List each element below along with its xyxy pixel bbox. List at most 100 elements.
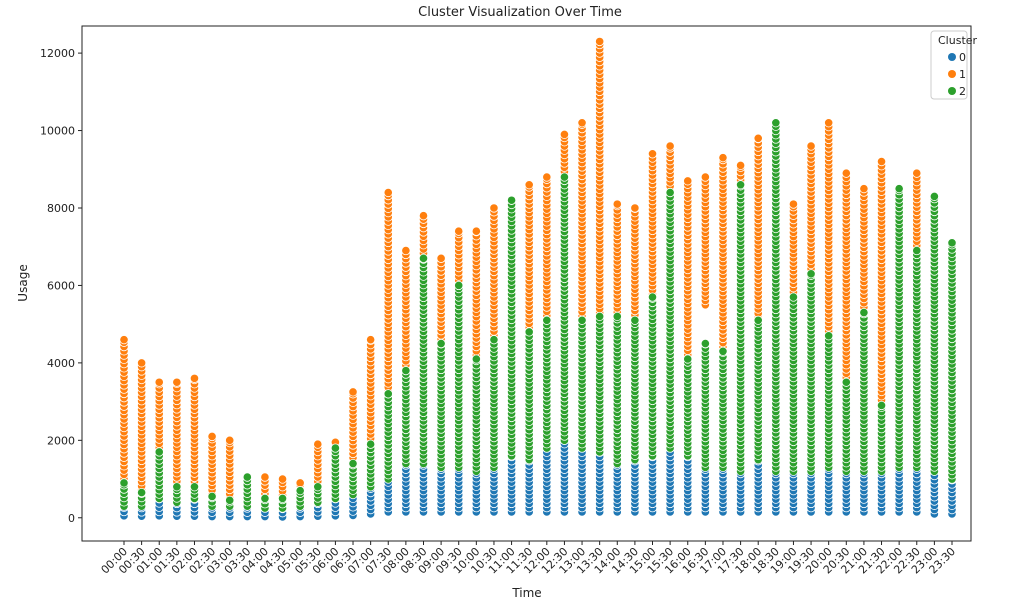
point [348, 387, 358, 397]
point [647, 292, 658, 302]
point [859, 184, 869, 194]
point [595, 311, 605, 322]
point [876, 156, 887, 167]
point [260, 472, 270, 482]
points-cluster-0-11:30 [524, 455, 534, 517]
point [753, 133, 763, 143]
point [876, 400, 887, 411]
points-cluster-1-00:30 [137, 358, 147, 500]
points-cluster-2-10:30 [489, 335, 499, 473]
point [824, 118, 834, 128]
points-cluster-0-15:00 [647, 451, 658, 517]
point [859, 307, 869, 318]
legend-label-0: 0 [959, 51, 966, 64]
points-cluster-2-09:00 [436, 338, 446, 473]
points-cluster-2-19:30 [806, 269, 816, 476]
point [577, 118, 587, 128]
points-cluster-2-02:30 [207, 491, 217, 511]
point [418, 211, 429, 221]
point [700, 172, 710, 182]
points-cluster-1-20:00 [824, 118, 834, 345]
points-cluster-1-00:00 [119, 335, 129, 488]
point [401, 366, 411, 376]
point [172, 482, 182, 492]
point [137, 487, 147, 498]
point [788, 292, 799, 302]
points-cluster-2-05:00 [295, 486, 305, 511]
point [718, 346, 728, 356]
points-cluster-2-12:30 [559, 172, 570, 445]
points-cluster-2-05:30 [313, 482, 323, 507]
points-cluster-2-07:30 [383, 389, 393, 484]
point [542, 315, 552, 325]
point [154, 447, 164, 457]
point [137, 358, 147, 368]
point [471, 354, 481, 364]
point [735, 180, 746, 190]
points-cluster-1-07:30 [383, 187, 393, 422]
point [189, 482, 200, 492]
point [418, 253, 429, 263]
points-cluster-1-10:30 [489, 203, 499, 345]
points-cluster-2-17:00 [718, 346, 728, 473]
points-cluster-2-22:30 [912, 245, 922, 473]
points-cluster-2-01:30 [172, 482, 182, 507]
points-layer [119, 36, 957, 522]
chart-title: Cluster Visualization Over Time [418, 5, 622, 20]
points-cluster-2-19:00 [788, 292, 799, 476]
point [700, 338, 710, 349]
points-cluster-2-16:30 [700, 338, 710, 473]
points-cluster-1-16:30 [700, 172, 710, 310]
points-cluster-1-13:00 [577, 118, 587, 325]
points-cluster-2-21:30 [876, 400, 887, 476]
legend-marker-2 [948, 87, 956, 95]
points-cluster-1-16:00 [683, 176, 693, 364]
point [277, 474, 288, 484]
point [366, 439, 376, 449]
point [665, 141, 675, 151]
point [894, 184, 904, 194]
points-cluster-2-08:30 [418, 253, 429, 469]
legend-marker-1 [948, 70, 956, 78]
points-cluster-1-21:30 [876, 156, 887, 422]
point [313, 439, 323, 449]
plot-frame [81, 25, 972, 542]
y-tick-label-6: 12000 [40, 47, 75, 60]
point [330, 443, 341, 453]
points-cluster-2-01:00 [154, 447, 164, 504]
point [436, 253, 446, 263]
points-cluster-1-08:00 [401, 245, 411, 387]
point [806, 269, 816, 279]
points-cluster-2-11:00 [506, 195, 517, 461]
point [718, 153, 728, 163]
point [735, 160, 746, 170]
point [753, 315, 763, 325]
points-cluster-2-04:30 [277, 493, 288, 513]
point [172, 377, 182, 387]
legend-label-2: 2 [959, 85, 966, 98]
points-cluster-2-17:30 [735, 180, 746, 476]
point [489, 203, 499, 213]
point [947, 238, 957, 248]
point [788, 199, 799, 209]
points-cluster-1-12:30 [559, 129, 570, 194]
points-cluster-1-20:30 [841, 168, 851, 391]
points-cluster-0-12:00 [542, 443, 552, 517]
point [154, 377, 164, 387]
point [348, 458, 358, 469]
point [824, 331, 834, 341]
point [366, 335, 376, 345]
y-tick-label-5: 10000 [40, 125, 75, 138]
point [665, 187, 675, 198]
point [454, 280, 464, 291]
y-axis: 0 2000 4000 6000 8000 10000 12000 [40, 47, 82, 525]
points-cluster-2-20:30 [841, 377, 851, 476]
point [683, 354, 693, 364]
points-cluster-2-12:00 [542, 315, 552, 453]
point [683, 176, 693, 186]
point [313, 482, 323, 492]
point [383, 187, 393, 198]
point [542, 172, 552, 182]
points-cluster-1-09:00 [436, 253, 446, 349]
